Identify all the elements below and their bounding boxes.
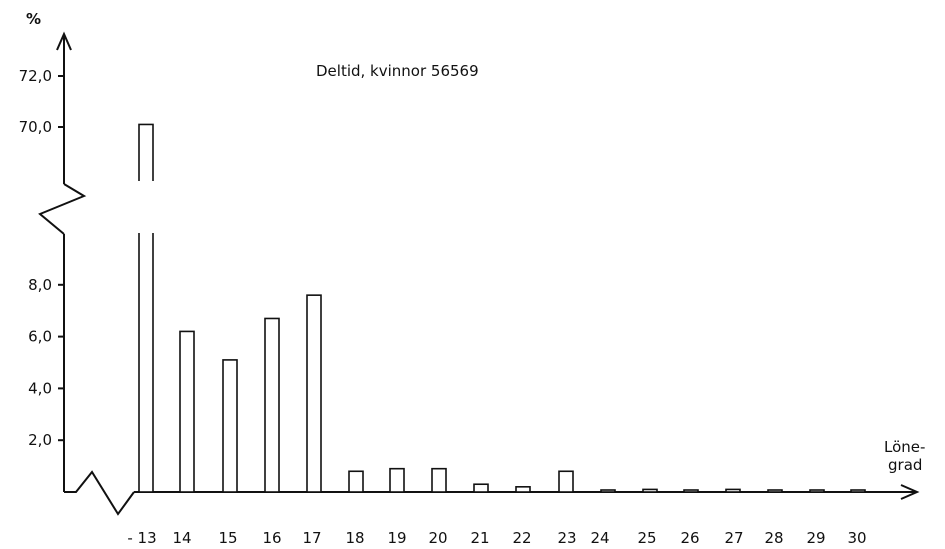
bar — [389, 467, 405, 493]
bars — [137, 123, 866, 493]
x-axis-arrow — [900, 484, 920, 500]
x-tick-label: 25 — [637, 529, 656, 547]
x-tick-label: 19 — [387, 529, 406, 547]
x-axis-break — [64, 470, 135, 516]
bar — [431, 467, 447, 493]
bar — [179, 330, 195, 493]
chart-title: Deltid, kvinnor 56569 — [316, 62, 479, 80]
category-labels: - 13 14 15 16 17 18 19 20 21 22 23 24 25 26 27 28 29 30 — [127, 529, 866, 547]
x-tick-label: 20 — [428, 529, 447, 547]
x-tick-label: 16 — [262, 529, 281, 547]
x-axis-label-line1: Löne- — [884, 438, 925, 456]
x-tick-label: 23 — [557, 529, 576, 547]
y-tick-label: 72,0 — [19, 67, 52, 85]
bar — [138, 123, 154, 493]
x-tick-label: 17 — [302, 529, 321, 547]
x-tick-label: 21 — [470, 529, 489, 547]
x-tick-label: 22 — [512, 529, 531, 547]
x-tick-label: 24 — [590, 529, 609, 547]
x-tick-label: - 13 — [127, 529, 156, 547]
x-tick-label: 26 — [680, 529, 699, 547]
bar — [473, 483, 489, 493]
y-tick-label: 4,0 — [28, 379, 52, 397]
x-tick-label: 14 — [172, 529, 191, 547]
bar — [222, 359, 238, 493]
y-axis-break — [38, 183, 87, 235]
bar — [683, 489, 699, 493]
y-unit-label: % — [26, 10, 41, 28]
bar — [558, 470, 574, 493]
x-axis-label-line2: grad — [888, 456, 922, 474]
bar-break-gap — [137, 181, 155, 233]
x-tick-label: 18 — [345, 529, 364, 547]
y-tick-label: 70,0 — [19, 118, 52, 136]
bar — [306, 294, 322, 493]
bar — [850, 489, 866, 493]
y-tick-label: 6,0 — [28, 328, 52, 346]
x-tick-label: 28 — [764, 529, 783, 547]
y-tick-label: 8,0 — [28, 276, 52, 294]
y-axis-arrow — [56, 31, 72, 51]
bar — [809, 489, 825, 493]
x-tick-label: 15 — [218, 529, 237, 547]
x-tick-label: 30 — [847, 529, 866, 547]
bar — [515, 486, 531, 493]
bar — [348, 470, 364, 493]
bar — [725, 488, 741, 493]
y-tick-label: 2,0 — [28, 431, 52, 449]
bar — [642, 488, 658, 493]
bar — [264, 317, 280, 493]
bar — [767, 489, 783, 493]
bar — [600, 489, 616, 493]
x-tick-label: 29 — [806, 529, 825, 547]
x-tick-label: 27 — [724, 529, 743, 547]
y-ticks: 2,0 4,0 6,0 8,0 70,0 72,0 — [19, 67, 64, 449]
